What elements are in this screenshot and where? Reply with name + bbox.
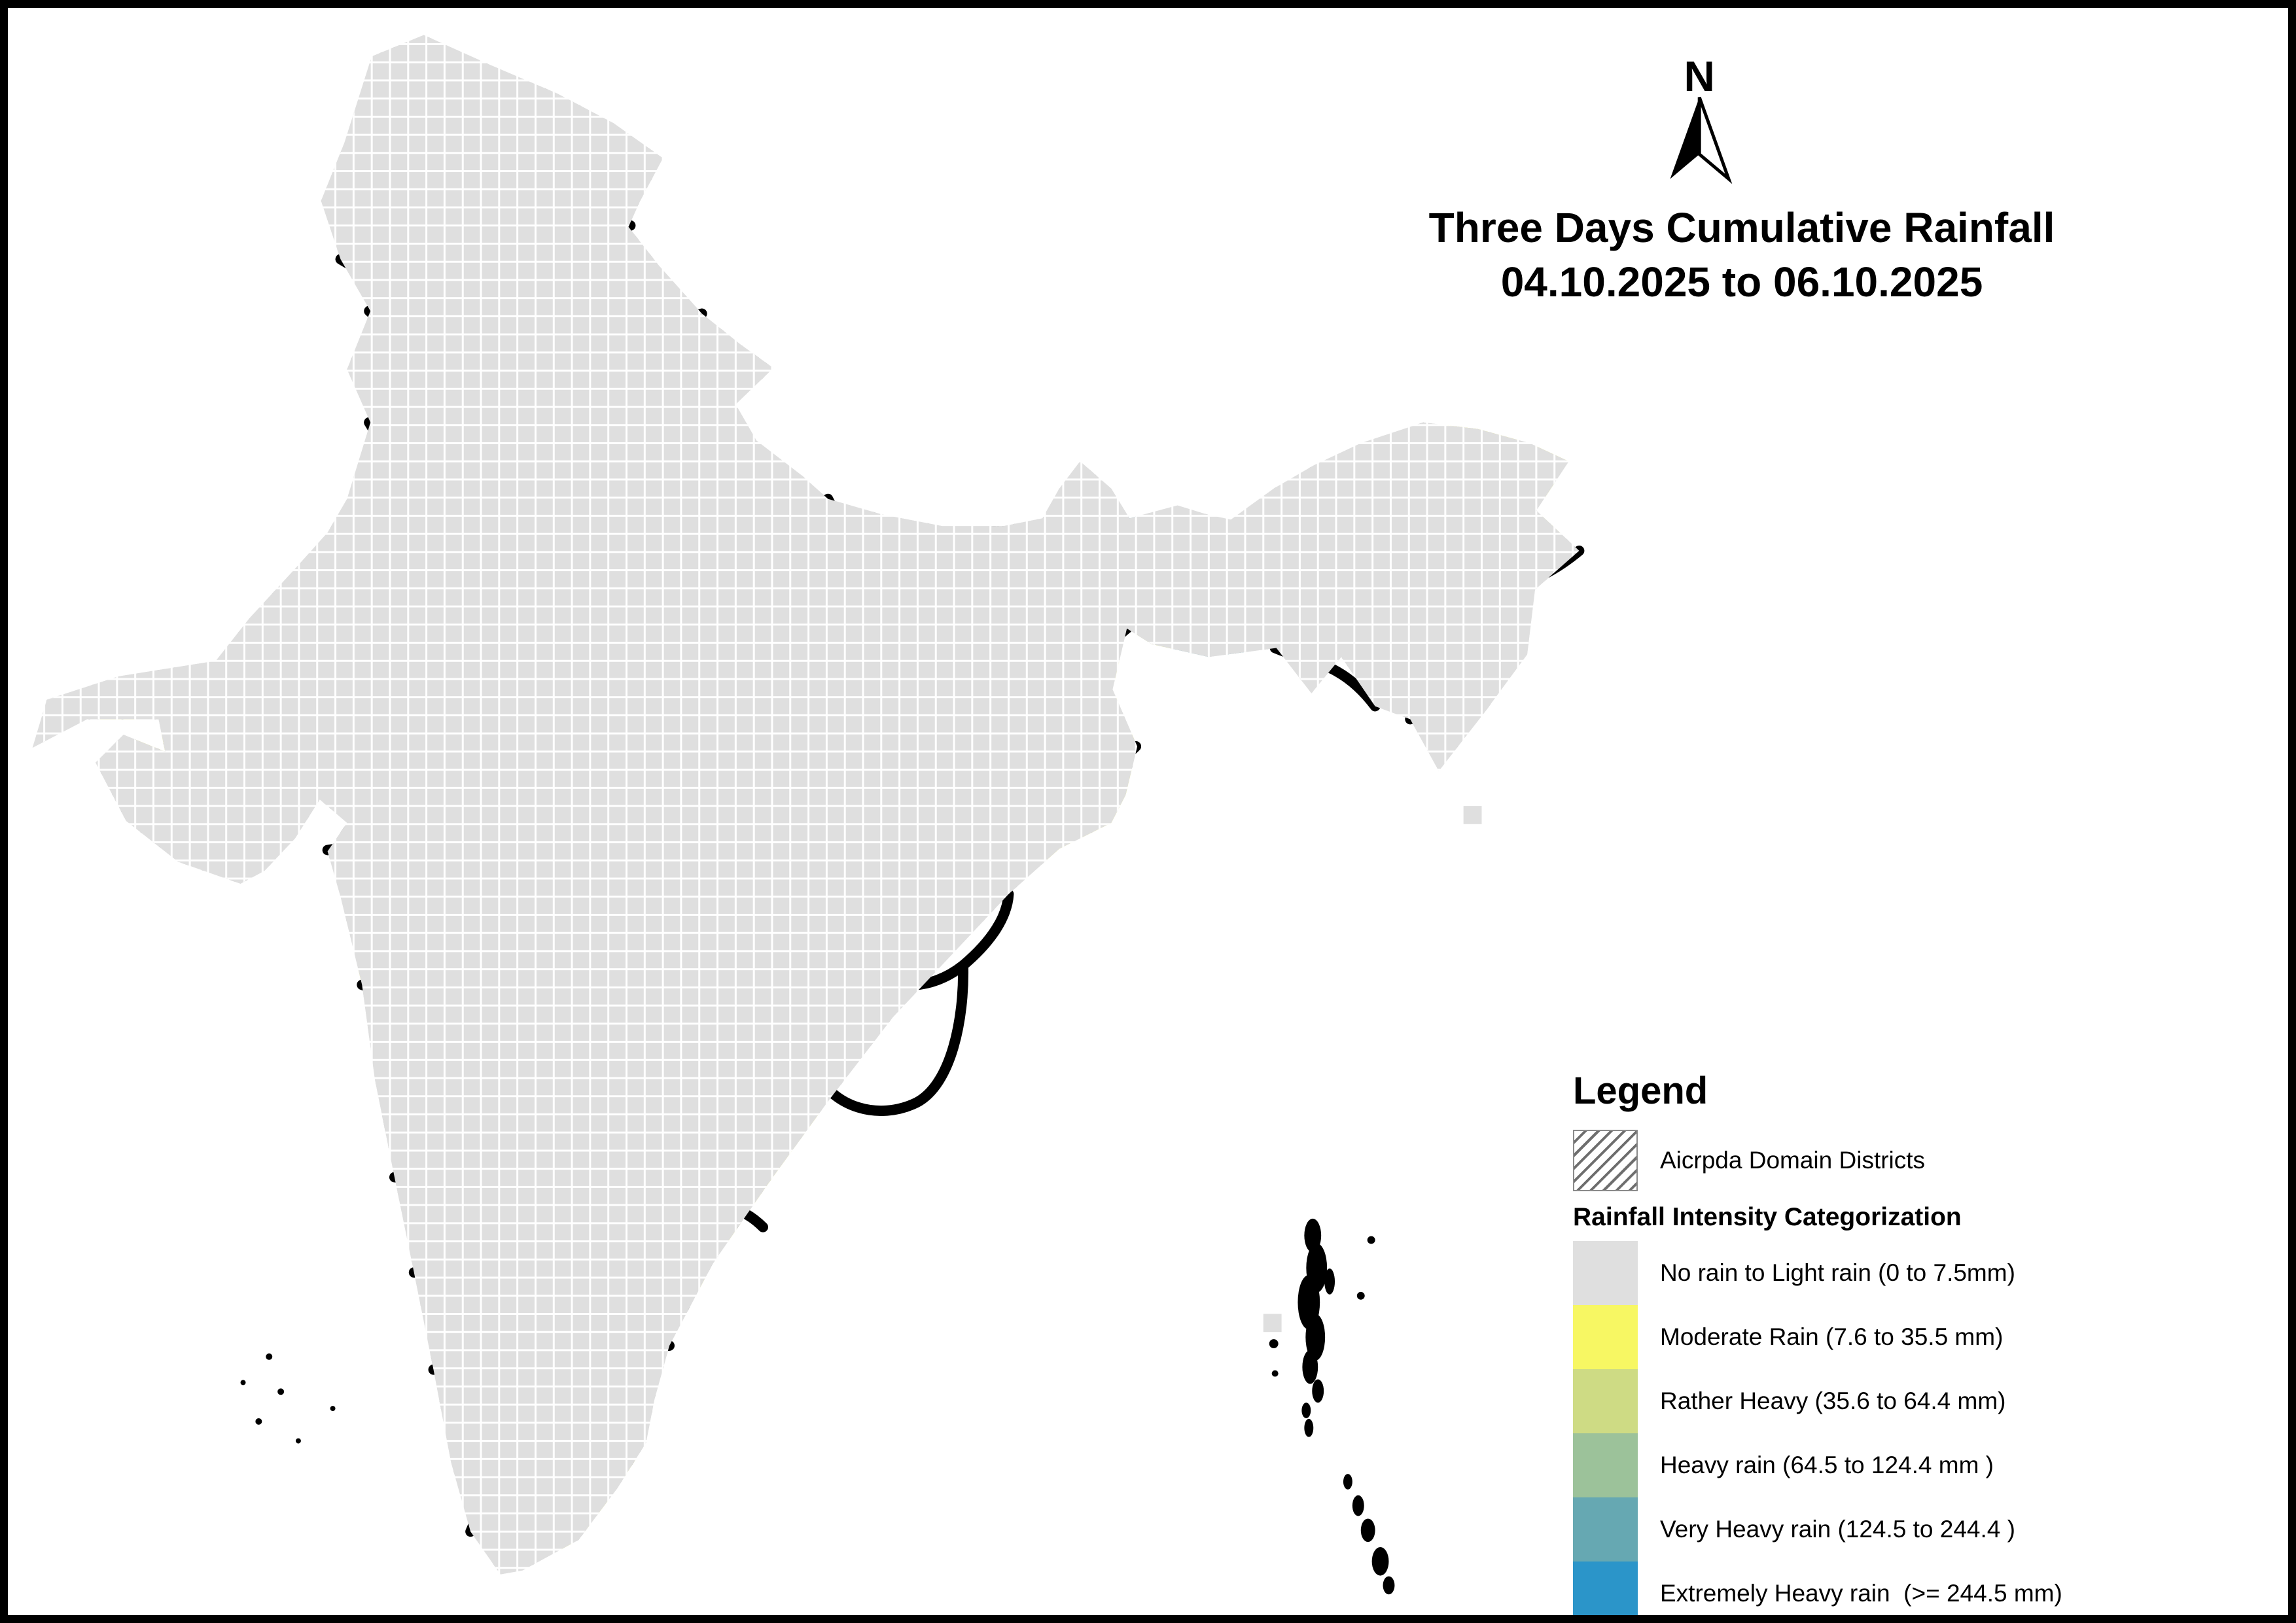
legend-class-label: No rain to Light rain (0 to 7.5mm)	[1660, 1259, 2015, 1286]
map-title: Three Days Cumulative Rainfall 04.10.202…	[1372, 201, 2111, 309]
map-title-line2: 04.10.2025 to 06.10.2025	[1500, 258, 1983, 306]
legend-class-label: Heavy rain (64.5 to 124.4 mm )	[1660, 1452, 1994, 1478]
isolated-grid-cells	[1263, 806, 1482, 1333]
legend-panel: Legend Aicrpda Domain Districts Rainfall…	[1573, 1069, 2288, 1615]
legend-domain-row: Aicrpda Domain Districts	[1573, 1130, 2288, 1191]
andaman-nicobar-islands	[1269, 1218, 1395, 1595]
legend-class-swatch	[1573, 1241, 1638, 1305]
legend-domain-label: Aicrpda Domain Districts	[1660, 1147, 1926, 1174]
aicrpda-hatch-swatch	[1573, 1130, 1638, 1191]
north-arrow: N	[1670, 52, 1733, 184]
india-rainfall-map: N	[8, 8, 1733, 1595]
legend-class-swatch	[1573, 1369, 1638, 1433]
legend-class-swatch	[1573, 1497, 1638, 1562]
lakshadweep-islands	[240, 1353, 336, 1444]
national-boundary	[33, 35, 1580, 1575]
legend-class-swatch	[1573, 1433, 1638, 1497]
legend-subtitle: Rainfall Intensity Categorization	[1573, 1203, 1962, 1231]
legend-class-label: Extremely Heavy rain (>= 244.5 mm)	[1660, 1580, 2062, 1607]
legend-class-swatch	[1573, 1562, 1638, 1615]
legend-class-row: No rain to Light rain (0 to 7.5mm)	[1573, 1241, 2288, 1305]
legend-class-label: Moderate Rain (7.6 to 35.5 mm)	[1660, 1323, 2004, 1350]
legend-class-row: Extremely Heavy rain (>= 244.5 mm)	[1573, 1562, 2288, 1615]
north-arrow-label: N	[1684, 52, 1715, 100]
legend-title: Legend	[1573, 1070, 1708, 1112]
legend-class-row: Very Heavy rain (124.5 to 244.4 )	[1573, 1497, 2288, 1562]
legend-class-label: Rather Heavy (35.6 to 64.4 mm)	[1660, 1387, 2006, 1414]
legend-class-row: Rather Heavy (35.6 to 64.4 mm)	[1573, 1369, 2288, 1433]
legend-class-row: Heavy rain (64.5 to 124.4 mm )	[1573, 1433, 2288, 1497]
legend-class-swatch	[1573, 1305, 1638, 1369]
north-arrow-right-half	[1697, 96, 1733, 184]
north-arrow-left-half	[1670, 97, 1700, 179]
map-title-line1: Three Days Cumulative Rainfall	[1428, 204, 2055, 251]
legend-class-list: No rain to Light rain (0 to 7.5mm) Modera…	[1573, 1241, 2288, 1615]
legend-class-row: Moderate Rain (7.6 to 35.5 mm)	[1573, 1305, 2288, 1369]
legend-class-label: Very Heavy rain (124.5 to 244.4 )	[1660, 1516, 2015, 1543]
